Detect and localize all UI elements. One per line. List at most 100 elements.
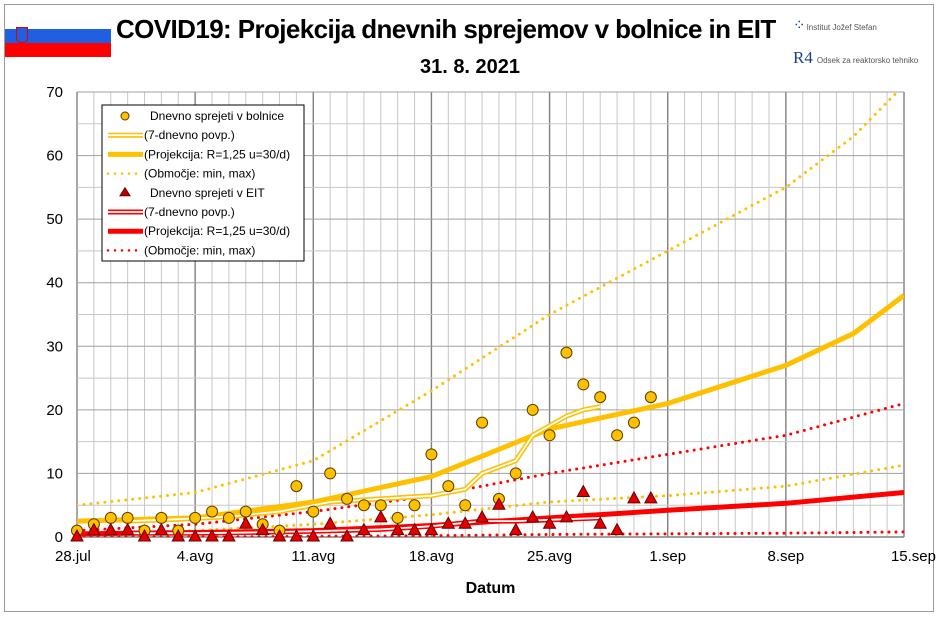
data-point-icu [542,516,557,529]
data-point-icu [441,516,456,529]
data-point-hospital [104,511,117,524]
x-axis-title: Datum [466,580,516,597]
data-point-hospital [560,346,573,359]
data-point-icu [340,528,354,542]
figure-frame [4,4,934,612]
data-point-hospital [290,480,303,493]
data-point-icu [508,522,523,536]
legend-label: (Projekcija: R=1,25 u=30/d) [144,147,290,161]
series-line-3 [77,92,899,507]
data-point-icu [627,490,641,504]
legend-label: (Območje: min, max) [144,167,255,181]
y-tick-label: 40 [46,275,63,292]
data-point-hospital [611,429,624,442]
data-point-icu [205,528,219,542]
data-point-icu [137,528,152,542]
ijs-logo-text: Institut Jožef Stefan [806,23,877,32]
data-point-icu [323,516,338,529]
series-group [77,92,904,537]
data-point-icu [103,522,118,536]
x-tick-label: 15.sep [891,548,936,565]
y-tick-label: 60 [46,148,63,165]
data-point-icu [306,528,321,542]
data-point-icu [559,509,574,523]
data-point-icu [492,497,506,510]
chart-date: 31. 8. 2021 [419,56,521,78]
data-point-icu [458,516,473,529]
data-point-hospital [476,416,489,429]
data-point-hospital [391,511,404,524]
data-point-icu [255,522,270,536]
legend-item: (Projekcija: R=1,25 u=30/d) [108,147,290,161]
data-point-icu [643,490,658,504]
legend-triangle-icon [119,186,131,197]
data-point-hospital [307,505,320,518]
legend-item: Dnevno sprejeti v EIT [119,186,265,200]
x-tick-label: 1.sep [649,548,686,565]
legend-label: (7-dnevno povp.) [144,205,235,219]
data-point-icu [610,522,624,536]
legend-box [101,104,305,262]
series-line-7 [77,490,904,537]
data-point-hospital [442,480,455,493]
data-point-icu [407,522,422,536]
data-point-hospital [459,499,472,512]
data-point-icu [188,528,202,542]
data-point-hospital [155,511,168,524]
data-point-hospital [374,499,387,512]
data-point-hospital [577,378,590,391]
x-tick-label: 25.avg [527,548,572,565]
legend-label: Dnevno sprejeti v bolnice [150,109,284,123]
y-tick-label: 20 [46,402,63,419]
y-tick-label: 70 [46,84,63,101]
data-point-icu [373,509,388,523]
data-point-icu [424,522,439,536]
legend-item: Dnevno sprejeti v bolnice [120,109,284,123]
y-tick-label: 30 [46,338,63,355]
data-point-icu [171,528,186,542]
y-tick-label: 50 [46,211,63,228]
slovenia-flag-icon [5,15,111,57]
data-point-icu [475,509,489,523]
data-point-hospital [222,511,235,524]
data-point-hospital [324,467,337,480]
data-point-hospital [408,499,421,512]
ijs-logo-icon: ⁘ [793,17,805,34]
legend-circle-icon [120,111,130,121]
series-line-4 [77,463,904,537]
chart-title: COVID19: Projekcija dnevnih sprejemov v … [116,14,776,44]
legend-item: (7-dnevno povp.) [108,205,235,219]
legend-label: Dnevno sprejeti v EIT [150,186,265,200]
x-tick-label: 4.avg [177,548,214,565]
data-point-hospital [627,416,640,429]
data-point-icu [238,516,253,529]
legend-item: (Območje: min, max) [106,167,255,181]
r4-logo: R4 Odsek za reaktorsko tehniko [793,48,918,68]
r4-logo-text: Odsek za reaktorsko tehniko [816,56,919,65]
data-point-hospital [594,391,607,404]
data-point-icu [222,528,236,542]
data-point-hospital [357,499,370,512]
legend-item: (7-dnevno povp.) [108,128,235,142]
data-point-icu [357,522,371,536]
data-point-icu [525,509,540,523]
x-tick-label: 18.avg [409,548,454,565]
data-point-icu [120,522,135,536]
legend-label: (Projekcija: R=1,25 u=30/d) [144,224,290,238]
data-point-icu [70,528,84,542]
x-tick-label: 28.jul [55,548,91,565]
data-point-icu [87,522,101,536]
data-point-hospital [189,511,202,524]
legend-label: (Območje: min, max) [144,243,255,257]
data-point-icu [576,484,591,497]
y-tick-label: 0 [55,529,63,546]
data-point-hospital [644,391,657,404]
x-tick-label: 11.avg [291,548,335,565]
series-line-8 [77,402,904,533]
y-tick-label: 10 [46,465,63,482]
series-line-1-inner [127,405,601,523]
data-point-hospital [425,448,438,461]
x-tick-label: 8.sep [768,548,805,565]
